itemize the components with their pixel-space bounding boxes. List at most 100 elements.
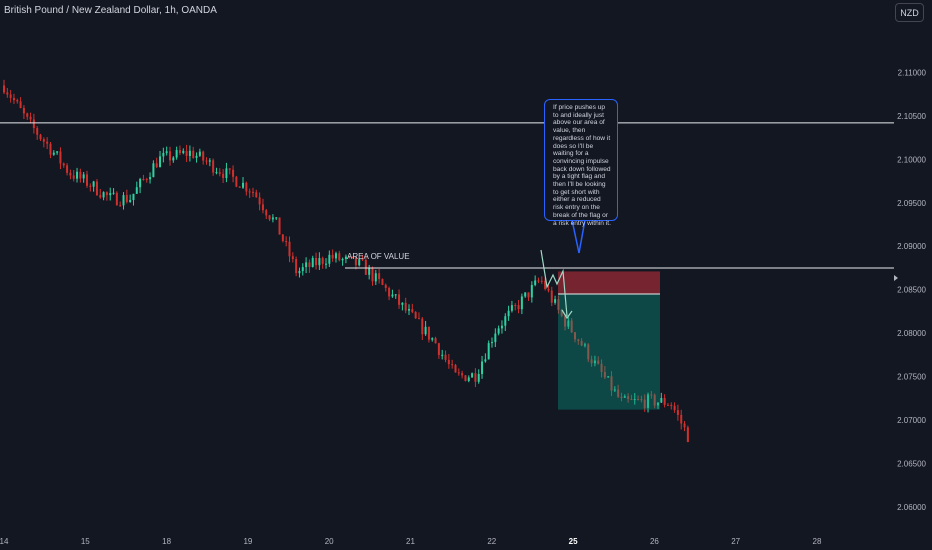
candle-body (364, 259, 367, 275)
price-tick-label: 2.10000 (897, 155, 926, 164)
candle-body (451, 364, 454, 366)
trade-plan-callout[interactable]: If price pushes up to and ideally just a… (544, 99, 618, 227)
price-tick-label: 2.10500 (897, 112, 926, 121)
candle-body (42, 139, 45, 142)
candle-body (358, 259, 361, 266)
candle-body (348, 256, 351, 258)
time-tick-label: 25 (569, 537, 578, 546)
candle-body (9, 94, 12, 98)
candle-body (295, 259, 298, 274)
candle-body (577, 339, 580, 341)
time-tick-label: 26 (650, 537, 659, 546)
candle-body (62, 163, 65, 166)
price-tick-label: 2.07500 (897, 373, 926, 382)
candle-body (378, 273, 381, 280)
candle-body (404, 302, 407, 311)
candle-body (145, 179, 148, 181)
candle-body (507, 310, 510, 317)
candle-body (461, 373, 464, 376)
candle-body (637, 399, 640, 401)
candle-body (334, 253, 337, 259)
candle-body (673, 405, 676, 411)
candle-body (471, 373, 474, 378)
candle-body (557, 299, 560, 310)
candle-body (225, 168, 228, 179)
candle-body (427, 326, 430, 340)
candle-body (205, 160, 208, 162)
candle-body (620, 396, 623, 398)
candle-body (22, 107, 25, 114)
candle-body (610, 376, 613, 391)
time-axis[interactable]: 14 15 18 19 20 21 22 25 26 27 28 (0, 537, 822, 546)
candle-body (454, 364, 457, 373)
candle-body (192, 150, 195, 158)
candle-body (388, 288, 391, 297)
candle-body (142, 178, 145, 180)
candle-body (159, 156, 162, 168)
candle-body (251, 191, 254, 193)
candle-body (36, 128, 39, 135)
time-tick-label: 14 (0, 537, 9, 546)
candle-body (341, 259, 344, 261)
candle-body (650, 394, 653, 396)
candle-body (653, 394, 656, 406)
candle-body (587, 344, 590, 360)
currency-button[interactable]: NZD (895, 3, 924, 22)
candle-body (255, 192, 258, 198)
candle-body (408, 309, 411, 311)
candle-body (398, 294, 401, 305)
candle-body (155, 163, 158, 168)
candle-body (417, 318, 420, 320)
candle-body (278, 217, 281, 235)
candle-body (633, 399, 636, 401)
candle-body (218, 172, 221, 174)
candle-body (351, 256, 354, 258)
candle-body (437, 343, 440, 356)
candle-body (593, 360, 596, 364)
time-tick-label: 28 (813, 537, 822, 546)
stop-loss-zone (558, 271, 660, 295)
candle-body (298, 271, 301, 274)
candle-body (494, 333, 497, 343)
candle-body (152, 163, 155, 178)
candle-body (178, 150, 181, 154)
candle-body (344, 256, 347, 260)
time-tick-label: 18 (162, 537, 171, 546)
candle-body (590, 359, 593, 364)
candle-body (401, 302, 404, 305)
candle-body (676, 410, 679, 415)
time-tick-label: 19 (243, 537, 252, 546)
time-tick-label: 20 (325, 537, 334, 546)
candle-body (139, 178, 142, 188)
candle-body (491, 342, 494, 344)
candle-body (248, 191, 251, 193)
candle-body (125, 195, 128, 203)
candle-body (195, 155, 198, 158)
candle-body (115, 192, 118, 206)
candle-body (52, 152, 55, 155)
candle-body (617, 389, 620, 397)
candle-body (597, 360, 600, 364)
candle-body (245, 182, 248, 192)
candle-body (271, 217, 274, 220)
candle-body (414, 312, 417, 319)
candle-body (85, 174, 88, 186)
candle-body (258, 197, 261, 205)
candle-body (12, 97, 15, 101)
price-marker-icon (894, 275, 898, 281)
target-zone (558, 294, 660, 410)
candle-body (497, 328, 500, 334)
candle-body (467, 377, 470, 381)
price-tick-label: 2.09000 (897, 242, 926, 251)
candle-body (132, 193, 135, 200)
candle-body (288, 241, 291, 257)
candle-body (6, 92, 9, 95)
candle-body (371, 268, 374, 282)
candle-body (222, 173, 225, 179)
candle-body (534, 280, 537, 286)
price-axis[interactable]: 2.11000 2.10500 2.10000 2.09500 2.09000 2.085… (894, 68, 927, 512)
candle-body (474, 373, 477, 382)
candle-body (69, 172, 72, 176)
time-tick-label: 22 (487, 537, 496, 546)
